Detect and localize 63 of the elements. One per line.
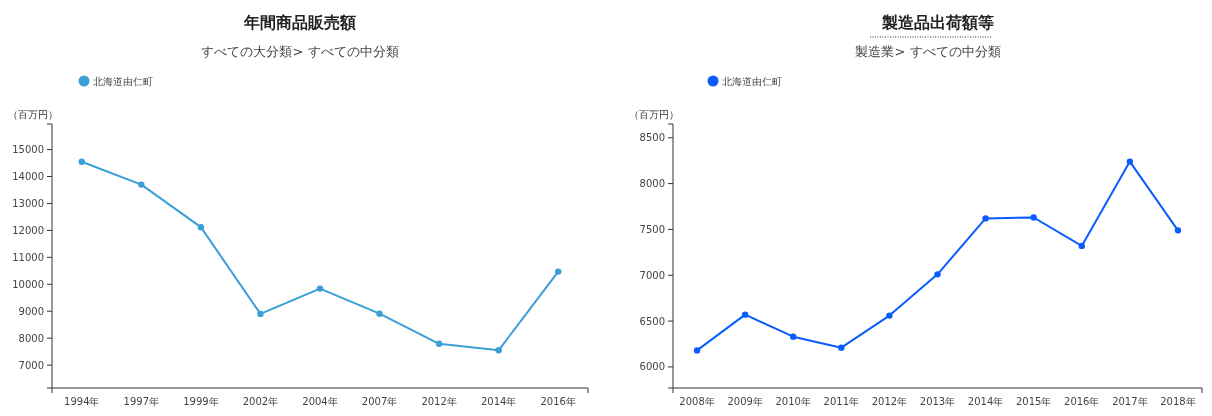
x-tick-label: 2016年: [540, 396, 576, 407]
x-tick-label: 2009年: [727, 396, 763, 407]
x-tick-label: 2010年: [775, 396, 811, 407]
y-tick-label: 11000: [12, 251, 44, 263]
point: [257, 310, 264, 318]
chart-title: 製造品出荷額等: [881, 13, 994, 32]
point: [693, 347, 701, 354]
x-tick-label: 2017年: [1112, 396, 1148, 407]
point: [138, 181, 145, 188]
point: [316, 285, 324, 292]
y-tick-label: 8000: [639, 178, 665, 190]
y-tick-label: 10000: [12, 278, 44, 290]
point: [838, 344, 845, 351]
point: [555, 268, 562, 275]
x-tick-label: 2011年: [823, 396, 860, 407]
x-tick-label: 2007年: [361, 396, 398, 407]
y-tick-label: 8000: [18, 332, 44, 344]
point: [197, 223, 205, 231]
x-tick-label: 2008年: [679, 396, 715, 407]
x-tick-label: 2013年: [919, 396, 956, 407]
point: [78, 158, 85, 165]
y-tick-label: 7500: [639, 223, 665, 235]
y-tick-label: 13000: [12, 197, 44, 209]
point: [1174, 227, 1182, 234]
y-tick-label: 8500: [639, 132, 665, 144]
x-tick-label: 2014年: [967, 396, 1004, 407]
y-axis-title: （百万円）: [629, 109, 679, 120]
x-tick-label: 2018年: [1160, 396, 1196, 407]
x-tick-label: 2012年: [421, 396, 457, 407]
chart-title: 年間商品販売額: [243, 13, 356, 32]
y-tick-label: 6500: [639, 315, 665, 327]
x-tick-label: 2015年: [1015, 396, 1052, 407]
x-tick-label: 1997年: [123, 396, 160, 407]
legend-label: 北海道由仁町: [722, 76, 782, 87]
x-tick-label: 2012年: [871, 396, 908, 407]
point: [982, 215, 989, 222]
point: [1126, 158, 1134, 165]
y-tick-label: 9000: [18, 305, 44, 317]
x-tick-label: 1999年: [183, 396, 219, 407]
point: [790, 333, 797, 340]
x-tick-label: 2004年: [302, 396, 338, 407]
x-tick-label: 2016年: [1064, 396, 1100, 407]
point: [1078, 242, 1085, 250]
y-tick-label: 14000: [12, 171, 44, 183]
point: [934, 271, 941, 278]
chart-subtitle: 製造業> すべての中分類: [855, 44, 1001, 59]
point: [435, 340, 443, 348]
x-tick-label: 2014年: [480, 396, 517, 407]
y-tick-label: 12000: [12, 224, 44, 236]
legend-label: 北海道由仁町: [93, 76, 153, 87]
x-tick-label: 1994年: [64, 396, 100, 407]
y-tick-label: 7000: [18, 359, 44, 371]
point: [1030, 214, 1037, 221]
y-tick-label: 7000: [639, 269, 665, 281]
point: [376, 310, 383, 317]
y-axis-title: （百万円）: [8, 109, 58, 120]
chart-subtitle: すべての大分類> すべての中分類: [201, 44, 399, 59]
point: [495, 347, 502, 354]
point: [886, 312, 893, 319]
y-tick-label: 15000: [12, 144, 44, 156]
point: [741, 311, 749, 318]
x-tick-label: 2002年: [242, 396, 279, 407]
y-tick-label: 6000: [639, 361, 665, 373]
